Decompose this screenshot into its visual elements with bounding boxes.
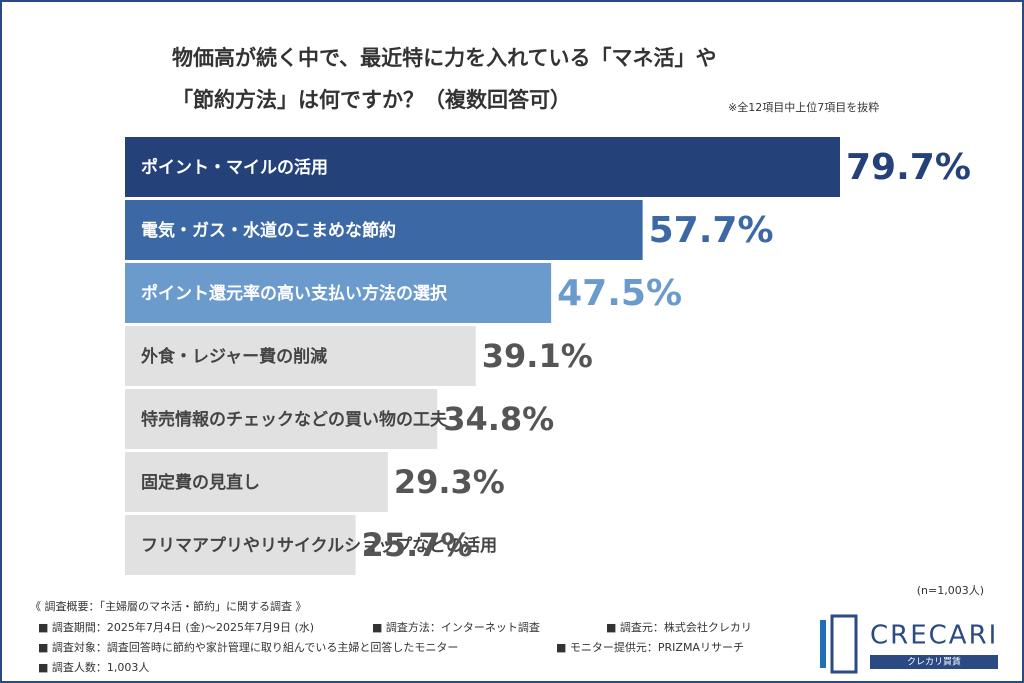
category-label: 特売情報のチェックなどの買い物の工夫 [141, 409, 448, 430]
footer-item: ■ 調査元：株式会社クレカリ [606, 620, 752, 634]
category-label: 外食・レジャー費の削減 [141, 346, 327, 367]
logo: CRECARI クレカリ買賃 [820, 614, 998, 674]
footer-item: ■ 調査人数：1,003人 [38, 660, 149, 674]
value-label: 57.7% [649, 210, 774, 251]
logo-name: CRECARI [870, 621, 998, 651]
logo-mark [820, 620, 826, 668]
chart-title: 物価高が続く中で、最近特に力を入れている「マネ活」や [172, 46, 717, 70]
footer-item: ■ 調査期間：2025年7月4日 (金)〜2025年7月9日 (水) [38, 620, 314, 634]
bar [125, 389, 438, 449]
value-label: 47.5% [557, 273, 682, 314]
footer-heading: 《 調査概要：「主婦層のマネ活・節約」に関する調査 》 [30, 599, 307, 613]
value-label: 25.7% [362, 526, 473, 564]
value-label: 79.7% [846, 147, 971, 188]
logo-sub: クレカリ買賃 [907, 656, 961, 668]
bar [125, 200, 643, 260]
sample-size: (n=1,003人) [917, 584, 984, 597]
bar [125, 137, 840, 197]
category-label: 電気・ガス・水道のこまめな節約 [141, 220, 396, 241]
bar [125, 263, 552, 323]
category-label: フリマアプリやリサイクルショップなどの活用 [141, 535, 497, 556]
bar [125, 515, 356, 575]
footer-item: ■ モニター提供元：PRIZMAリサーチ [556, 640, 744, 654]
category-label: ポイント・マイルの活用 [141, 157, 328, 178]
footer-item: ■ 調査対象：調査回答時に節約や家計管理に取り組んでいる主婦と回答したモニター [38, 640, 458, 654]
logo-mark [830, 614, 858, 674]
footer-item: ■ 調査方法：インターネット調査 [372, 620, 540, 634]
chart-title: 「節約方法」は何ですか？（複数回答可） [172, 88, 571, 112]
bar [125, 326, 476, 386]
note: ※全12項目中上位7項目を抜粋 [728, 100, 879, 114]
value-label: 29.3% [394, 463, 505, 501]
logo-band [870, 655, 998, 669]
bar [125, 452, 388, 512]
value-label: 34.8% [443, 400, 554, 438]
value-label: 39.1% [482, 337, 593, 375]
category-label: ポイント還元率の高い支払い方法の選択 [141, 283, 448, 304]
category-label: 固定費の見直し [141, 472, 260, 493]
